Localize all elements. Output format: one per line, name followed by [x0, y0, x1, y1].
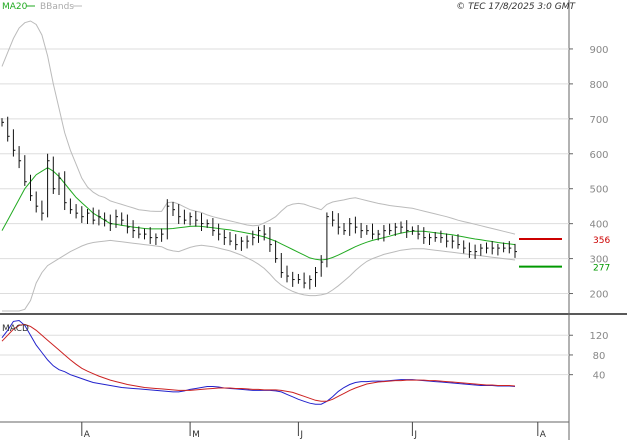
price-tick-label: 500: [589, 185, 608, 196]
price-tick-label: 900: [589, 45, 608, 56]
price-tick-label: 700: [589, 115, 608, 126]
price-tick-label: 200: [589, 290, 608, 301]
x-tick-label: A: [540, 430, 547, 440]
x-tick-label: A: [84, 430, 91, 440]
macd-tick-label: 80: [593, 351, 606, 362]
price-tick-label: 800: [589, 80, 608, 91]
level-label: 277: [593, 264, 610, 274]
bb-upper-line: [1, 20, 516, 235]
price-tick-label: 300: [589, 255, 608, 266]
legend-bb-label: BBands: [40, 2, 74, 12]
macd-label: MACD: [2, 324, 29, 334]
bb-lower-line: [2, 239, 516, 312]
price-tick-label: 400: [589, 220, 608, 231]
x-tick-label: J: [299, 430, 303, 440]
x-tick-label: M: [192, 430, 200, 440]
price-plot-area: [0, 14, 569, 311]
price-tick-label: 600: [589, 150, 608, 161]
macd-tick-label: 120: [589, 331, 608, 342]
macd-line: [1, 319, 516, 405]
level-label: 356: [593, 236, 610, 246]
macd-panel: 120 80 40: [0, 319, 609, 405]
macd-tick-label: 40: [593, 371, 606, 382]
x-tick-label: J: [413, 430, 417, 440]
copyright-text: © TEC 17/8/2025 3:0 GMT: [456, 2, 576, 12]
signal-line: [1, 323, 516, 402]
legend-ma-label: MA20: [2, 2, 28, 12]
